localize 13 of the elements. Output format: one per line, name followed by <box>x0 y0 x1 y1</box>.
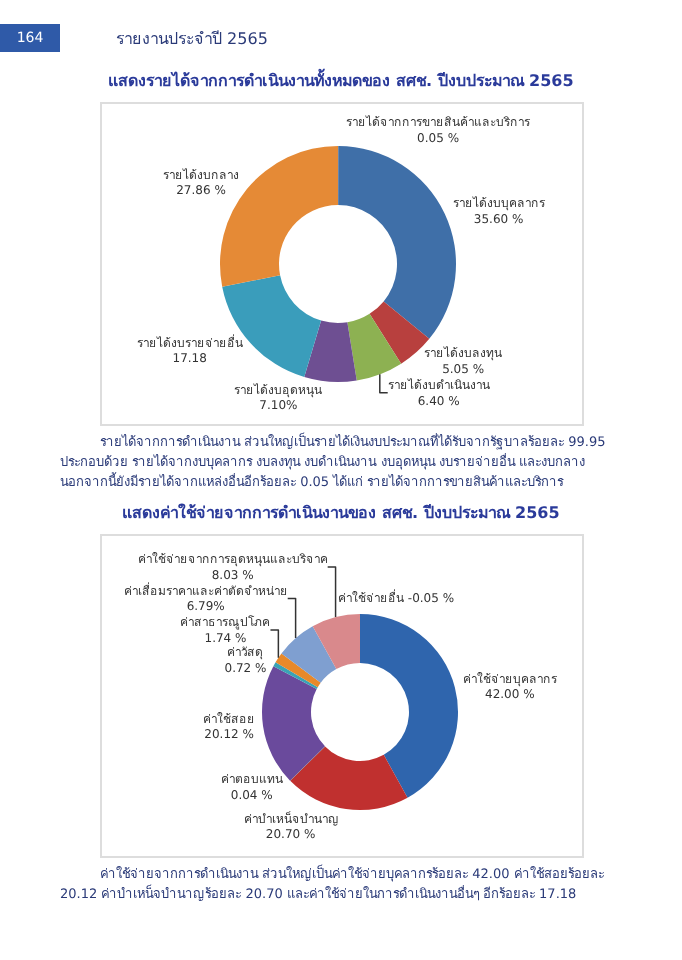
donut-slice <box>346 313 401 381</box>
donut-slice <box>289 746 407 811</box>
donut-slice <box>303 320 356 382</box>
donut-slice <box>280 626 336 684</box>
text: รายงานประจำปี 2565 <box>116 27 268 51</box>
donut-slice <box>368 301 429 364</box>
donut-slice <box>337 146 455 339</box>
donut-slice <box>274 653 320 688</box>
donut-slice <box>272 662 317 690</box>
donut-slice <box>311 614 359 670</box>
donut-slice <box>359 614 457 799</box>
chart-title: แสดงรายได้จากการดำเนินงานทั้งหมดของ สศช. ปีงบประมาณ 2565 <box>106 68 576 94</box>
chart-title: แสดงค่าใช้จ่ายจากการดำเนินงานของ สศช. ปีงบประมาณ 2565 <box>120 501 562 527</box>
